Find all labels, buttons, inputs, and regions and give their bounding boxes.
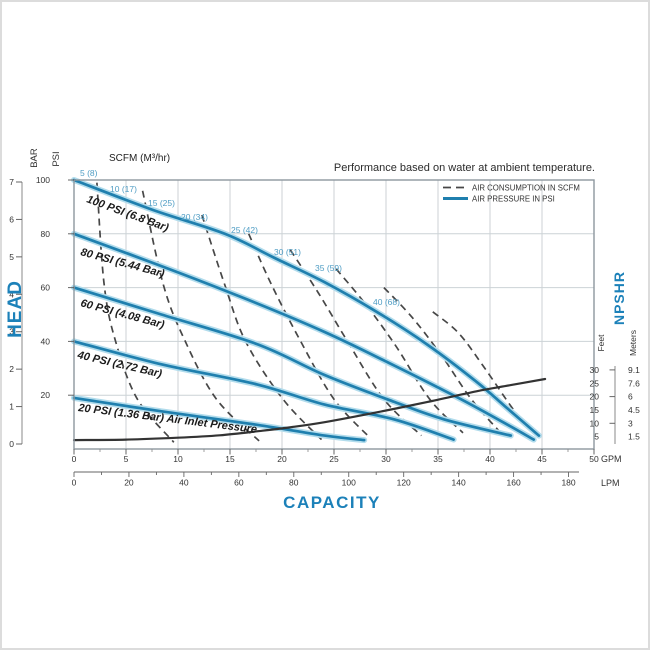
psi-tick-label: 40 xyxy=(41,336,51,346)
gpm-tick-label: 35 xyxy=(433,454,443,464)
feet-tick-label: 20 xyxy=(590,392,600,402)
scfm-curve-label: 30 (51) xyxy=(274,247,301,257)
feet-tick-label: 10 xyxy=(590,418,600,428)
scfm-curve-label: 40 (68) xyxy=(373,297,400,307)
meters-axis-title: Meters xyxy=(628,330,638,356)
scfm-curve-label: 25 (42) xyxy=(231,225,258,235)
feet-tick-label: 5 xyxy=(594,432,599,442)
pressure-curve-20-psi xyxy=(72,396,366,442)
legend-air-pressure-label: AIR PRESSURE IN PSI xyxy=(472,195,555,204)
gpm-unit-label: GPM xyxy=(601,454,622,464)
pressure-curve-60-psi xyxy=(72,286,513,437)
lpm-tick-label: 20 xyxy=(124,478,134,488)
bar-tick-label: 0 xyxy=(9,439,14,449)
lpm-tick-label: 120 xyxy=(397,478,411,488)
gpm-tick-label: 45 xyxy=(537,454,547,464)
meters-tick-label: 1.5 xyxy=(628,432,640,442)
scfm-curve-label: 15 (25) xyxy=(148,198,175,208)
psi-tick-label: 60 xyxy=(41,283,51,293)
psi-tick-label: 80 xyxy=(41,229,51,239)
head-axis-title: HEAD xyxy=(5,280,26,338)
gpm-tick-label: 50 xyxy=(589,454,599,464)
pressure-curve-80-psi xyxy=(72,232,536,441)
gpm-tick-label: 25 xyxy=(329,454,339,464)
bar-tick-label: 5 xyxy=(9,252,14,262)
bar-tick-label: 1 xyxy=(9,402,14,412)
lpm-tick-label: 0 xyxy=(72,478,77,488)
air-consumption-curve-25-scfm xyxy=(289,249,422,437)
bar-axis-title: BAR xyxy=(29,148,40,168)
feet-tick-label: 15 xyxy=(590,405,600,415)
axis-ticks-and-labels: 0 5 10 15 20 25 30 35 40 45 500 20 40 60 80 100 120 140 16… xyxy=(9,175,640,488)
scfm-curve-label: 10 (17) xyxy=(110,184,137,194)
gpm-tick-label: 0 xyxy=(72,454,77,464)
meters-tick-label: 7.6 xyxy=(628,378,640,388)
feet-tick-label: 30 xyxy=(590,365,600,375)
pressure-curve-100-psi xyxy=(72,178,541,437)
bar-tick-label: 2 xyxy=(9,364,14,374)
psi-tick-label: 20 xyxy=(41,390,51,400)
air-consumption-curve-10-scfm xyxy=(141,190,260,442)
air-consumption-curve-20-scfm xyxy=(247,233,372,439)
legend: AIR CONSUMPTION IN SCFM AIR PRESSURE IN … xyxy=(443,184,580,204)
air-consumption-curve-30-scfm xyxy=(335,268,464,434)
psi-axis-title: PSI xyxy=(51,151,62,166)
gpm-tick-label: 20 xyxy=(277,454,287,464)
psi-tick-label: 100 xyxy=(36,175,50,185)
scfm-curve-label: 35 (59) xyxy=(315,263,342,273)
gpm-tick-label: 40 xyxy=(485,454,495,464)
gpm-tick-label: 5 xyxy=(124,454,129,464)
bar-tick-label: 4 xyxy=(9,289,14,299)
meters-tick-label: 4.5 xyxy=(628,405,640,415)
lpm-tick-label: 160 xyxy=(506,478,520,488)
lpm-tick-label: 40 xyxy=(179,478,189,488)
lpm-tick-label: 140 xyxy=(452,478,466,488)
lpm-tick-label: 180 xyxy=(561,478,575,488)
npshr-axis-title: NPSHR xyxy=(611,271,627,325)
npshr-curve xyxy=(72,377,547,442)
air-consumption-curve-5-scfm xyxy=(96,182,175,443)
lpm-unit-label: LPM xyxy=(601,478,620,488)
scfm-axis-header: SCFM (M³/hr) xyxy=(109,153,170,164)
meters-tick-label: 3 xyxy=(628,418,633,428)
lpm-tick-label: 80 xyxy=(289,478,299,488)
gpm-tick-label: 30 xyxy=(381,454,391,464)
scfm-curve-label: 5 (8) xyxy=(80,168,98,178)
gpm-tick-label: 10 xyxy=(173,454,183,464)
bar-tick-label: 3 xyxy=(9,327,14,337)
meters-tick-label: 9.1 xyxy=(628,365,640,375)
lpm-tick-label: 100 xyxy=(342,478,356,488)
feet-tick-label: 25 xyxy=(590,378,600,388)
scfm-curve-label: 20 (34) xyxy=(181,212,208,222)
legend-air-consumption-label: AIR CONSUMPTION IN SCFM xyxy=(472,184,580,193)
gpm-tick-label: 15 xyxy=(225,454,235,464)
bar-tick-label: 7 xyxy=(9,177,14,187)
chart-title: Performance based on water at ambient te… xyxy=(334,162,595,174)
npshr-performance-curve xyxy=(72,377,547,442)
capacity-axis-title: CAPACITY xyxy=(283,493,381,512)
lpm-tick-label: 60 xyxy=(234,478,244,488)
feet-axis-title: Feet xyxy=(596,334,606,352)
pressure-curve-40-psi xyxy=(72,340,455,441)
meters-tick-label: 6 xyxy=(628,392,633,402)
bar-tick-label: 6 xyxy=(9,214,14,224)
air-pressure-curves xyxy=(71,177,542,444)
